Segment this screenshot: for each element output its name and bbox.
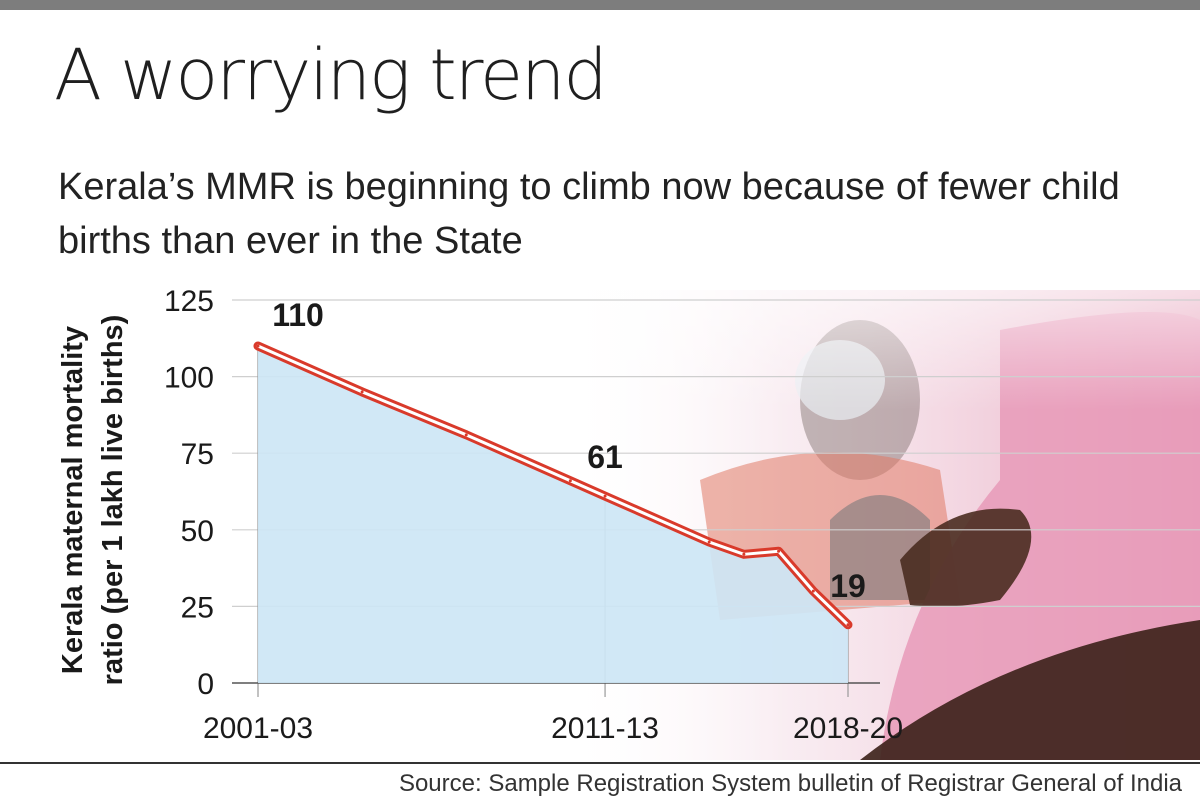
data-point xyxy=(360,390,364,394)
chart-data-labels: 110 61 19 xyxy=(272,297,866,604)
y-tick-label: 0 xyxy=(197,668,214,701)
chart-axes: 0 25 50 75 100 125 2001-03 2011-13 2018-20 xyxy=(164,285,903,745)
data-point xyxy=(811,589,815,593)
data-label: 110 xyxy=(272,297,324,333)
source-credit: Source: Sample Registration System bulle… xyxy=(398,770,1182,797)
x-tick-label: 2011-13 xyxy=(551,712,659,745)
chart-area-fill xyxy=(258,345,848,683)
data-point xyxy=(568,479,572,483)
data-label: 19 xyxy=(830,568,866,604)
data-point xyxy=(707,540,711,544)
y-axis-title-line2: ratio (per 1 lakh live births) xyxy=(97,315,129,686)
chart-subtitle: Kerala’s MMR is beginning to climb now b… xyxy=(58,166,1120,262)
y-tick-label: 50 xyxy=(181,515,214,548)
series-area xyxy=(258,345,848,683)
top-bar xyxy=(0,0,1200,10)
y-tick-label: 125 xyxy=(164,285,214,318)
y-tick-label: 75 xyxy=(181,438,214,471)
series-line-inner xyxy=(256,344,850,627)
data-point xyxy=(603,494,607,498)
bottom-rule xyxy=(0,762,1200,764)
y-tick-label: 100 xyxy=(164,362,214,395)
chart-title: A worrying trend xyxy=(54,34,608,116)
mmr-area-chart: 0 25 50 75 100 125 2001-03 2011-13 2018-20 110 61… xyxy=(57,285,1200,760)
data-point xyxy=(777,549,781,553)
y-axis-title-line1: Kerala maternal mortality xyxy=(57,326,89,674)
data-point xyxy=(464,433,468,437)
y-axis-title: Kerala maternal mortality ratio (per 1 l… xyxy=(57,315,129,686)
x-tick-label: 2001-03 xyxy=(203,712,313,745)
x-tick-label: 2018-20 xyxy=(793,712,903,745)
data-point xyxy=(742,552,746,556)
data-label: 61 xyxy=(587,439,623,475)
data-point xyxy=(846,623,850,627)
y-tick-label: 25 xyxy=(181,591,214,624)
chart-series-line xyxy=(253,341,853,630)
data-point xyxy=(256,344,260,348)
